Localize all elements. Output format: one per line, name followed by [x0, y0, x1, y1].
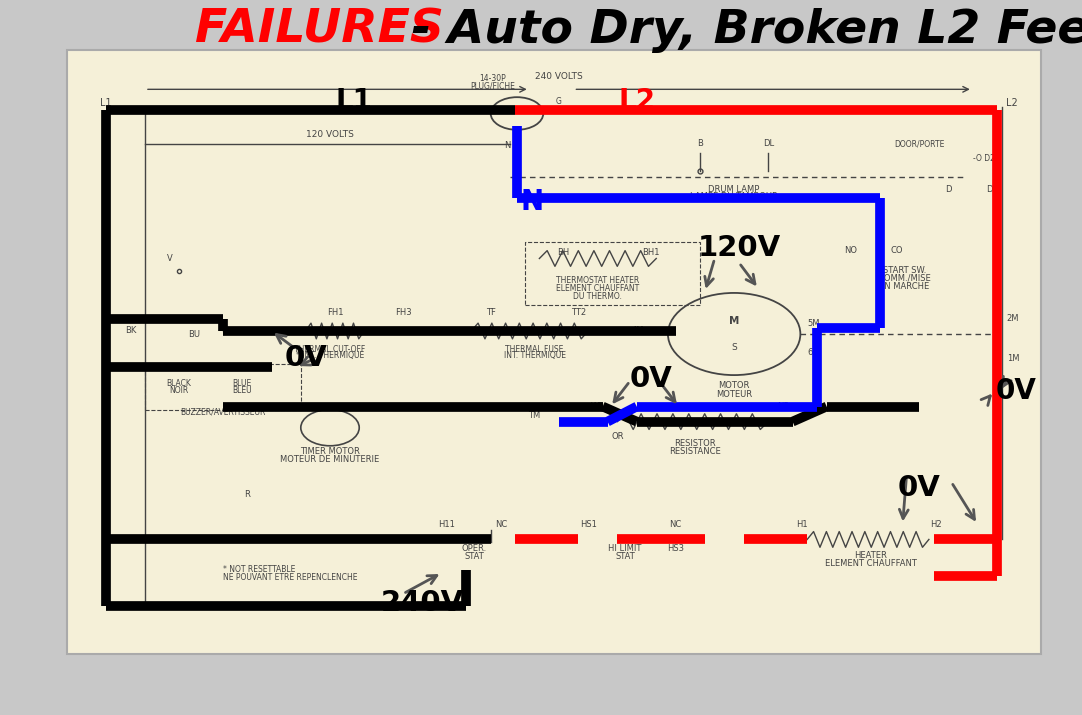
Text: BLEU: BLEU	[233, 386, 252, 395]
Text: 6M: 6M	[807, 347, 820, 357]
Text: NS: NS	[777, 403, 789, 411]
Text: THERMOSTAT HEATER: THERMOSTAT HEATER	[556, 276, 639, 285]
Text: 0V: 0V	[285, 344, 327, 373]
Text: BUZZER/AVERTISSEUR: BUZZER/AVERTISSEUR	[181, 408, 265, 417]
Text: CO: CO	[890, 246, 903, 255]
Text: LAMPE DU TAMBOUR: LAMPE DU TAMBOUR	[690, 192, 778, 202]
Bar	[145, 364, 301, 410]
Text: COMM./MISE: COMM./MISE	[879, 274, 931, 283]
Text: MOTEUR: MOTEUR	[716, 390, 752, 399]
Text: D1: D1	[987, 184, 998, 194]
Text: G: G	[556, 97, 562, 106]
Text: N: N	[504, 141, 511, 149]
Text: NOIR: NOIR	[170, 386, 188, 395]
Text: H11: H11	[438, 520, 456, 529]
Text: TIMER MOTOR: TIMER MOTOR	[300, 448, 360, 456]
Text: H1: H1	[796, 520, 808, 529]
Text: 120V: 120V	[698, 235, 780, 262]
Text: 240V: 240V	[381, 589, 464, 617]
Text: H2: H2	[929, 520, 941, 529]
Text: RESISTOR: RESISTOR	[674, 440, 716, 448]
Text: NC: NC	[496, 520, 507, 529]
Text: BU: BU	[187, 330, 200, 338]
Text: BH: BH	[557, 248, 570, 257]
Text: HS3: HS3	[668, 543, 684, 553]
Text: BH1: BH1	[643, 248, 660, 257]
Text: NC: NC	[670, 520, 682, 529]
Bar	[525, 242, 700, 305]
Text: TM: TM	[528, 411, 541, 420]
Text: 5M: 5M	[807, 319, 820, 327]
Text: BLUE: BLUE	[233, 379, 252, 388]
Text: MOTOR: MOTOR	[718, 381, 750, 390]
Text: 120 VOLTS: 120 VOLTS	[306, 130, 354, 139]
Text: * INT. THERMIQUE: * INT. THERMIQUE	[295, 351, 365, 360]
Text: STAT: STAT	[464, 551, 484, 561]
Text: M: M	[729, 316, 739, 326]
Text: L1: L1	[101, 98, 111, 108]
Text: DU THERMO.: DU THERMO.	[573, 292, 622, 301]
Text: R: R	[245, 490, 250, 498]
Text: MOTEUR DE MINUTERIE: MOTEUR DE MINUTERIE	[280, 455, 380, 464]
Text: L2: L2	[618, 87, 656, 115]
Text: D: D	[945, 184, 952, 194]
Text: NO: NO	[844, 246, 858, 255]
Text: BK: BK	[124, 327, 136, 335]
Text: L1: L1	[335, 87, 373, 115]
Text: FH3: FH3	[395, 308, 411, 317]
Text: S: S	[731, 342, 737, 352]
Text: 2M: 2M	[1006, 315, 1019, 323]
Text: INT. THERMIQUE: INT. THERMIQUE	[503, 351, 566, 360]
Text: ELEMENT CHAUFFANT: ELEMENT CHAUFFANT	[556, 284, 639, 293]
Text: DOOR/PORTE: DOOR/PORTE	[894, 139, 945, 148]
Text: 0V: 0V	[630, 365, 673, 393]
Text: STAT: STAT	[616, 551, 635, 561]
Text: 14-30P: 14-30P	[479, 74, 506, 83]
Text: TF: TF	[486, 308, 496, 317]
Text: THERMAL CUT-OFF: THERMAL CUT-OFF	[294, 345, 366, 354]
Text: DL: DL	[763, 139, 774, 148]
Text: 1M: 1M	[1006, 354, 1019, 363]
Text: V: V	[167, 254, 172, 263]
Text: HS1: HS1	[580, 520, 596, 529]
Text: WB: WB	[591, 403, 605, 411]
Text: OR: OR	[611, 433, 623, 441]
Text: 0V: 0V	[898, 474, 940, 502]
Text: FH1: FH1	[327, 308, 343, 317]
Text: THERMAL FUSE: THERMAL FUSE	[505, 345, 564, 354]
Text: HI LIMIT: HI LIMIT	[608, 543, 642, 553]
Text: - Auto Dry, Broken L2 Feed Wire: - Auto Dry, Broken L2 Feed Wire	[395, 8, 1082, 52]
Text: HEATER: HEATER	[854, 551, 887, 561]
Text: OPER.: OPER.	[462, 543, 487, 553]
Text: EN MARCHE: EN MARCHE	[880, 282, 929, 291]
Text: PLUG/FICHE: PLUG/FICHE	[471, 82, 515, 91]
Text: B: B	[697, 139, 703, 148]
Text: TT2: TT2	[571, 308, 585, 317]
Text: ELEMENT CHAUFFANT: ELEMENT CHAUFFANT	[824, 559, 916, 568]
Text: DRUM LAMP: DRUM LAMP	[709, 184, 760, 194]
Text: NE POUVANT ETRE REPENCLENCHE: NE POUVANT ETRE REPENCLENCHE	[223, 573, 357, 582]
Text: BLACK: BLACK	[167, 379, 192, 388]
Bar	[67, 50, 1041, 654]
Text: RESISTANCE: RESISTANCE	[670, 448, 721, 456]
Text: START SW.: START SW.	[883, 266, 926, 275]
Text: 0V: 0V	[997, 378, 1037, 405]
Text: N: N	[520, 188, 543, 217]
Text: -O D2: -O D2	[973, 154, 994, 163]
Text: 240 VOLTS: 240 VOLTS	[535, 72, 583, 82]
Text: L2: L2	[1006, 98, 1017, 108]
Text: 4M: 4M	[632, 327, 645, 335]
Text: FAILURES: FAILURES	[195, 8, 444, 52]
Text: * NOT RESETTABLE: * NOT RESETTABLE	[223, 565, 295, 574]
